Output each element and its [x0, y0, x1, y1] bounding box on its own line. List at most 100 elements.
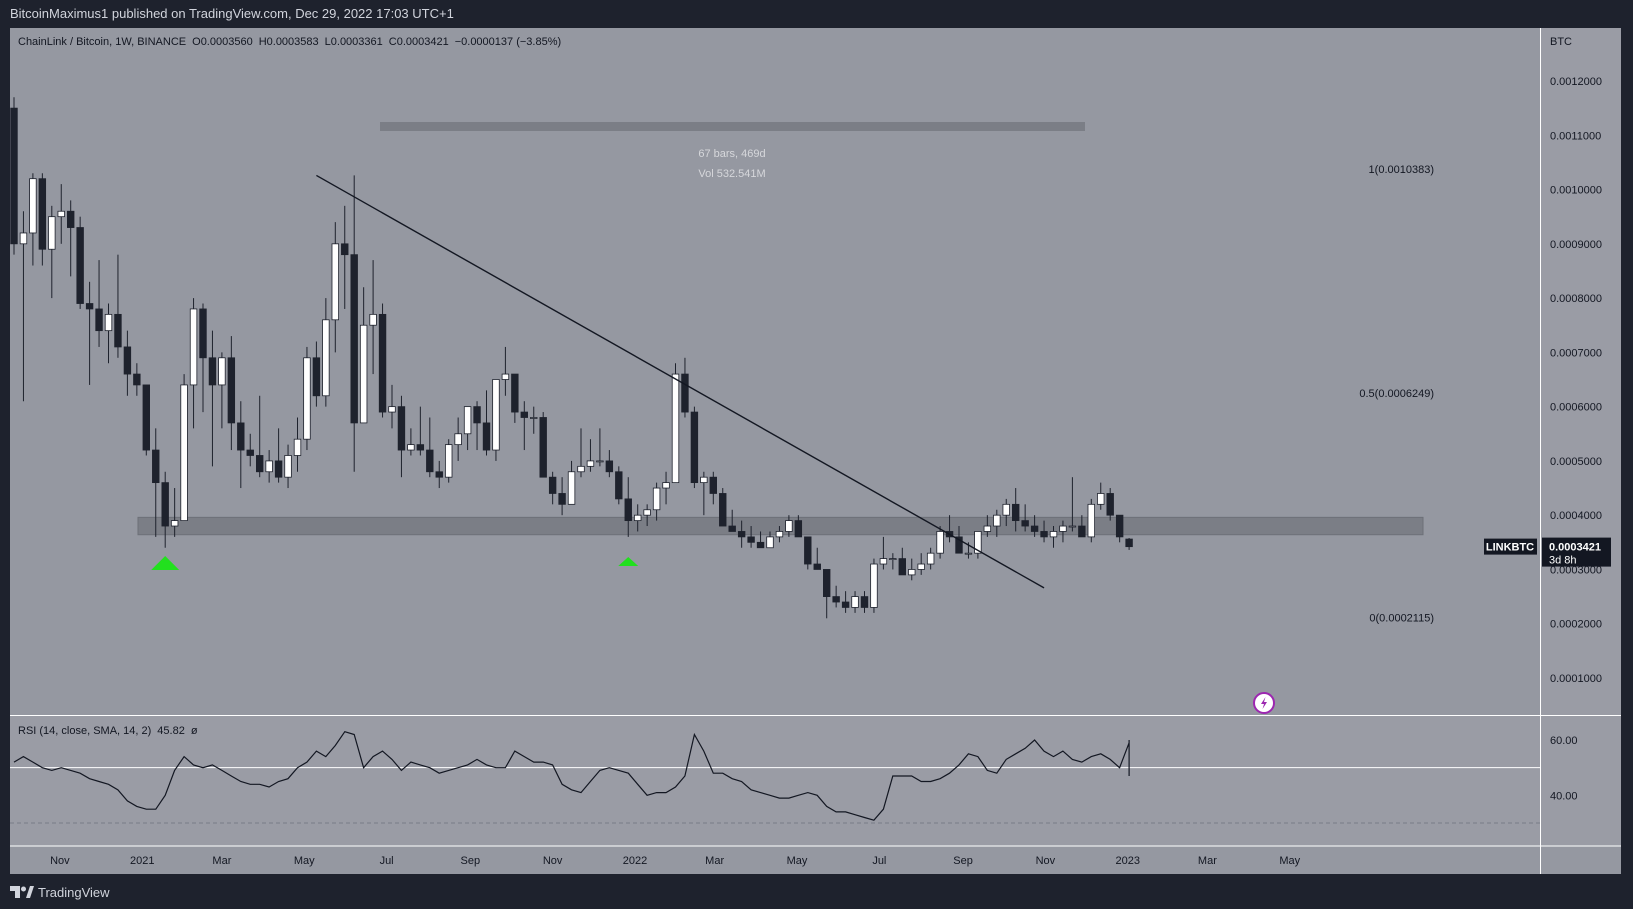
candle-body — [785, 520, 793, 532]
candle-body — [199, 308, 207, 359]
candle-body — [10, 107, 18, 245]
candle-body — [1106, 493, 1114, 516]
price-tick-label: 0.0002000 — [1550, 619, 1602, 631]
time-axis-labels: Nov 2021 Mar May Jul Sep Nov 2022 Mar May Jul Sep No… — [50, 855, 1301, 867]
candle-body — [1087, 503, 1095, 538]
time-tick-label: May — [787, 855, 808, 867]
candle-body — [823, 569, 831, 597]
candle-body — [95, 308, 103, 332]
tradingview-logo[interactable]: TradingView — [10, 883, 190, 903]
price-tick-label: 0.0004000 — [1550, 510, 1602, 522]
candle-body — [548, 476, 557, 494]
candle-body — [473, 406, 481, 424]
candle-body — [303, 357, 311, 440]
rsi-label: RSI (14, close, SMA, 14, 2) 45.82 ø — [18, 725, 198, 737]
bar-countdown: 3d 8h — [1549, 555, 1577, 567]
time-tick-label: Sep — [461, 855, 481, 867]
candle-body — [1049, 531, 1058, 538]
price-tick-label: 0.0012000 — [1550, 76, 1602, 88]
candle-body — [265, 460, 273, 473]
candle-body — [671, 373, 680, 484]
measure-range-bar[interactable] — [380, 122, 1085, 131]
candle-body — [180, 384, 188, 522]
candle-body — [832, 596, 840, 603]
time-axis[interactable]: Nov 2021 Mar May Jul Sep Nov 2022 Mar May Jul Sep No… — [10, 845, 1621, 874]
candle-body — [983, 525, 992, 532]
candle-body — [690, 411, 699, 484]
rsi-value: 45.82 — [157, 725, 185, 737]
candle-body — [142, 384, 150, 451]
candle-body — [624, 498, 632, 522]
price-axis-unit: BTC — [1550, 36, 1572, 48]
candle-body — [463, 406, 472, 435]
candle-body — [766, 536, 774, 549]
price-tick-label: 0.0005000 — [1550, 456, 1602, 468]
candle-body — [161, 482, 169, 527]
candle-body — [605, 460, 614, 473]
candle-body — [964, 552, 973, 555]
candle-body — [681, 373, 689, 413]
candle-body — [407, 444, 415, 451]
candle-body — [558, 493, 566, 505]
alert-icon[interactable] — [1253, 692, 1275, 714]
tradingview-logo-text: TradingView — [38, 885, 110, 900]
candle-body — [813, 563, 821, 570]
candle-body — [841, 601, 850, 608]
time-tick-label: May — [1279, 855, 1300, 867]
price-tick-label: 0.0010000 — [1550, 185, 1602, 197]
candle-body — [331, 243, 339, 321]
candle-body — [123, 346, 132, 375]
candles-group — [10, 97, 1133, 619]
candle-body — [917, 563, 925, 570]
candle-body — [29, 178, 37, 234]
price-tick-label: 0.0009000 — [1550, 239, 1602, 251]
symbol-label: ChainLink / Bitcoin, 1W, BINANCE — [18, 36, 186, 48]
candle-body — [57, 210, 65, 218]
price-axis-ticks: 0.0012000 0.0011000 0.0010000 0.0009000 0.00… — [1550, 76, 1602, 685]
descending-trendline[interactable] — [316, 174, 1045, 589]
footer-bar: TradingView — [0, 875, 1633, 909]
candle-body — [237, 422, 245, 451]
candle-body — [936, 531, 944, 554]
publish-header: BitcoinMaximus1 published on TradingView… — [0, 0, 1633, 28]
candle-body — [482, 422, 491, 451]
high-value: 0.0003583 — [267, 36, 319, 48]
publish-info: BitcoinMaximus1 published on TradingView… — [10, 6, 454, 21]
rsi-pane[interactable]: RSI (14, close, SMA, 14, 2) 45.82 ø — [10, 715, 1621, 847]
rsi-tick-label: 60.00 — [1550, 735, 1578, 747]
candle-body — [284, 455, 292, 478]
rsi-pane-background — [10, 716, 1540, 846]
candle-body — [444, 444, 453, 478]
price-pane[interactable]: 67 bars, 469d Vol 532.541M 1(0.0010383) 0… — [10, 28, 1621, 715]
time-tick-label: Nov — [50, 855, 70, 867]
candle-body — [38, 178, 47, 250]
candle-body — [955, 536, 963, 554]
candle-body — [19, 232, 28, 245]
candle-body — [511, 373, 519, 413]
candle-body — [189, 308, 198, 386]
candle-body — [218, 357, 226, 386]
rsi-axis-ticks: 60.00 40.00 — [1550, 735, 1578, 802]
price-tick-label: 0.0003000 — [1550, 564, 1602, 576]
candle-body — [341, 243, 349, 256]
candle-body — [860, 596, 869, 608]
last-price-label: LINKBTC 0.0003421 3d 8h — [1484, 537, 1611, 567]
time-tick-label: 2021 — [130, 855, 154, 867]
price-pane-background — [10, 28, 1540, 715]
candle-body — [48, 216, 56, 250]
candle-body — [274, 460, 283, 478]
candle-body — [898, 558, 906, 576]
time-axis-background — [10, 846, 1621, 874]
time-tick-label: 2022 — [623, 855, 647, 867]
candle-body — [634, 514, 642, 522]
candle-body — [700, 476, 708, 484]
candle-body — [567, 471, 576, 505]
candle-body — [378, 313, 387, 413]
candle-body — [747, 536, 755, 543]
candle-body — [586, 460, 595, 467]
candle-body — [794, 520, 803, 538]
time-tick-label: 2023 — [1116, 855, 1140, 867]
candle-body — [615, 471, 623, 500]
low-value: 0.0003361 — [331, 36, 383, 48]
